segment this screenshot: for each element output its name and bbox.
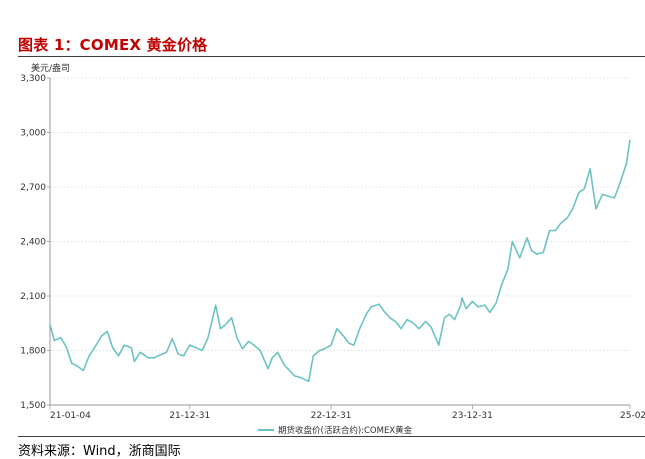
x-tick-label: 22-12-31 [311,411,352,421]
y-tick-label: 1,800 [20,347,46,357]
y-tick-label: 2,100 [20,292,46,302]
x-tick-label: 25-02-1 [620,411,645,421]
x-axis-ticks: 21-01-04 21-12-31 22-12-31 23-12-31 25-02-1 [49,405,645,421]
source-divider [18,436,645,437]
x-tick-label: 21-12-31 [169,411,210,421]
y-tick-label: 3,000 [20,129,46,139]
y-axis-unit-label: 美元/盎司 [31,62,70,74]
source-note: 资料来源：Wind，浙商国际 [18,444,181,459]
series-line [49,139,631,383]
y-tick-label: 3,300 [20,74,46,84]
y-axis-ticks: 1,500 1,800 2,100 2,400 2,700 3,000 3,300 [20,74,50,411]
series-layer [49,139,631,383]
gridlines [50,77,630,351]
y-tick-label: 2,700 [20,183,46,193]
y-tick-label: 1,500 [20,401,46,411]
figure-title: 图表 1：COMEX 黄金价格 [18,36,208,54]
y-tick-label: 2,400 [20,238,46,248]
x-tick-label: 21-01-04 [50,411,91,421]
x-tick-label: 23-12-31 [452,411,493,421]
legend: 期货收盘价(活跃合约):COMEX黄金 [258,425,413,436]
title-divider [18,56,645,57]
legend-label: 期货收盘价(活跃合约):COMEX黄金 [278,425,413,436]
gold-price-line-chart: 美元/盎司 1,500 1,800 2,100 2,400 2,700 3,000 3,30… [20,62,645,436]
